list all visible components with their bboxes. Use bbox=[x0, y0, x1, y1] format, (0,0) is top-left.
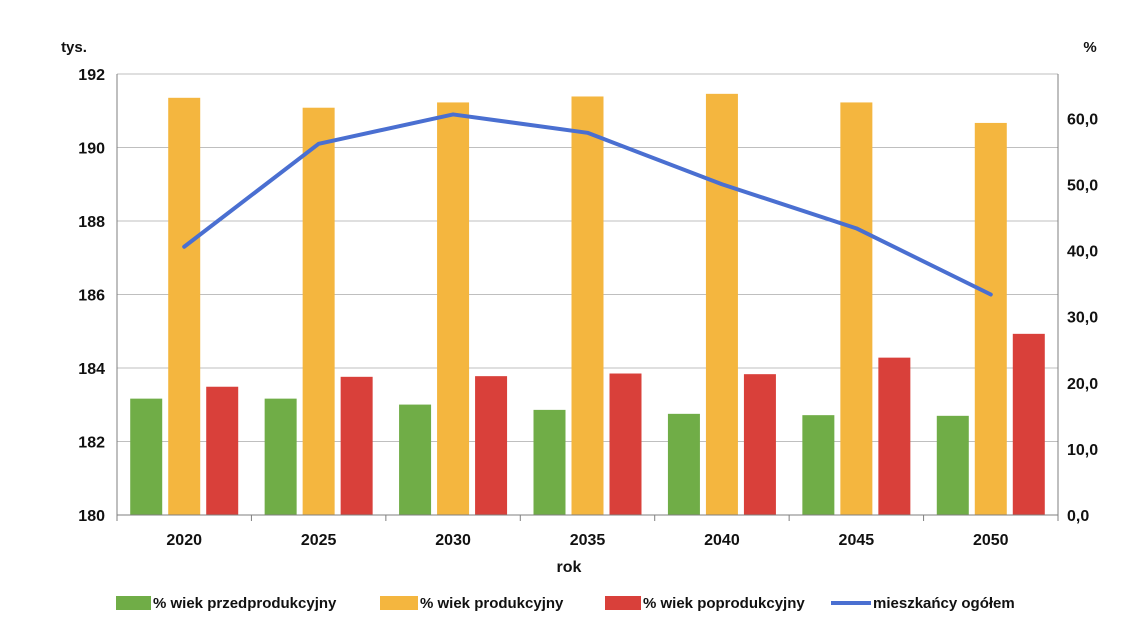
bar-2025-series-1 bbox=[264, 398, 297, 515]
right-tick-label: 0,0 bbox=[1067, 508, 1089, 525]
bar-2050-series-1 bbox=[936, 415, 969, 515]
bar-2030-series-3 bbox=[475, 376, 508, 515]
bar-2045-series-3 bbox=[878, 357, 911, 515]
bar-2035-series-3 bbox=[609, 373, 642, 515]
bar-2040-series-3 bbox=[743, 374, 776, 515]
bar-2035-series-1 bbox=[533, 409, 566, 515]
bar-2020-series-2 bbox=[168, 97, 201, 516]
right-tick-label: 60,0 bbox=[1067, 111, 1098, 128]
bar-2035-series-2 bbox=[571, 96, 604, 515]
axes-layer bbox=[116, 74, 1059, 521]
legend: % wiek przedprodukcyjny % wiek produkcyjn… bbox=[116, 595, 1015, 612]
right-tick-label: 30,0 bbox=[1067, 310, 1098, 327]
left-tick-label: 184 bbox=[78, 361, 105, 378]
axis-labels-layer: tys. % rok 180 182 184 186 188 190 192 0,0 10,0 2… bbox=[61, 39, 1098, 576]
x-tick-label: 2045 bbox=[839, 532, 875, 549]
bars-layer bbox=[130, 93, 1045, 516]
bar-2050-series-3 bbox=[1012, 333, 1045, 515]
left-tick-label: 182 bbox=[78, 435, 105, 452]
line-point-2020 bbox=[183, 245, 186, 248]
line-point-2045 bbox=[855, 227, 858, 230]
left-tick-label: 190 bbox=[78, 141, 105, 158]
bar-2020-series-3 bbox=[206, 386, 239, 515]
left-tick-label: 186 bbox=[78, 288, 105, 305]
bar-2040-series-2 bbox=[705, 93, 738, 515]
left-tick-label: 192 bbox=[78, 67, 105, 84]
legend-swatch bbox=[605, 596, 641, 610]
x-tick-label: 2035 bbox=[570, 532, 606, 549]
x-tick-label: 2050 bbox=[973, 532, 1009, 549]
bar-2040-series-1 bbox=[667, 413, 700, 515]
line-point-2035 bbox=[586, 131, 589, 134]
right-tick-label: 20,0 bbox=[1067, 376, 1098, 393]
line-point-2050 bbox=[989, 293, 992, 296]
bar-2030-series-1 bbox=[399, 404, 432, 515]
left-tick-label: 180 bbox=[78, 508, 105, 525]
bar-2045-series-1 bbox=[802, 415, 835, 515]
bar-2025-series-3 bbox=[340, 376, 373, 515]
legend-label: % wiek poprodukcyjny bbox=[643, 595, 805, 612]
right-tick-label: 40,0 bbox=[1067, 244, 1098, 261]
line-layer bbox=[182, 112, 993, 297]
legend-swatch bbox=[116, 596, 151, 610]
bar-2020-series-1 bbox=[130, 398, 163, 515]
right-tick-label: 10,0 bbox=[1067, 442, 1098, 459]
x-tick-label: 2040 bbox=[704, 532, 740, 549]
legend-swatch bbox=[380, 596, 418, 610]
bar-2045-series-2 bbox=[840, 102, 873, 515]
bar-2030-series-2 bbox=[437, 102, 470, 515]
left-tick-label: 188 bbox=[78, 214, 105, 231]
x-tick-label: 2020 bbox=[166, 532, 202, 549]
bar-2050-series-2 bbox=[974, 122, 1007, 515]
right-tick-label: 50,0 bbox=[1067, 177, 1098, 194]
x-axis-title: rok bbox=[557, 559, 582, 576]
left-axis-unit: tys. bbox=[61, 39, 87, 56]
line-point-2040 bbox=[720, 183, 724, 186]
x-tick-label: 2030 bbox=[435, 532, 471, 549]
x-tick-label: 2025 bbox=[301, 532, 337, 549]
legend-label: % wiek produkcyjny bbox=[420, 595, 564, 612]
legend-label: % wiek przedprodukcyjny bbox=[153, 595, 337, 612]
line-point-2025 bbox=[317, 142, 320, 146]
bar-2025-series-2 bbox=[302, 107, 335, 516]
right-axis-unit: % bbox=[1083, 39, 1096, 56]
legend-label: mieszkańcy ogółem bbox=[873, 595, 1015, 612]
line-point-2030 bbox=[451, 113, 455, 116]
